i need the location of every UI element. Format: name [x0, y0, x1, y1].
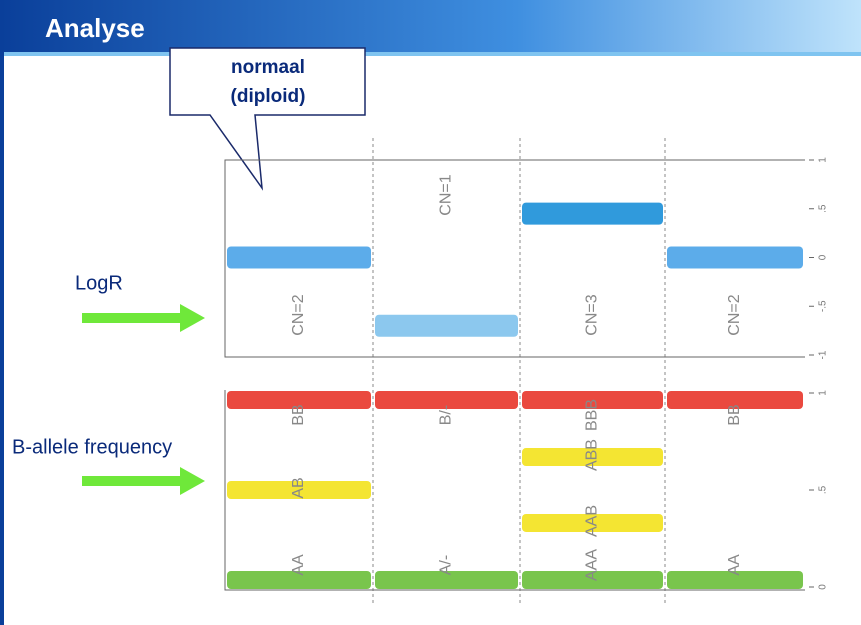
data-band [522, 391, 663, 409]
arrow [82, 467, 205, 495]
header-bar [0, 0, 861, 52]
genotype-label: AA [726, 554, 743, 576]
data-band [522, 571, 663, 589]
callout-text: (diploid) [231, 86, 306, 107]
column-label: CN=3 [584, 294, 601, 335]
genotype-label: AB [290, 477, 307, 498]
row-label: B-allele frequency [12, 436, 172, 458]
y-tick-label: 1 [818, 157, 829, 163]
data-band [375, 314, 518, 337]
data-band [522, 202, 663, 225]
genotype-label: ABB [584, 439, 601, 471]
arrow [82, 304, 205, 332]
genotype-label: BBB [584, 399, 601, 431]
row-label: LogR [75, 272, 123, 294]
y-tick-label: .5 [818, 204, 829, 213]
data-band [522, 448, 663, 467]
genotype-label: AA [290, 554, 307, 576]
y-tick-label: .5 [818, 485, 829, 494]
plot-frame [224, 390, 805, 591]
data-band [522, 513, 663, 532]
data-band [667, 391, 803, 409]
column-label: CN=1 [438, 174, 455, 215]
data-band [227, 571, 371, 589]
y-tick-label: 0 [818, 584, 829, 590]
genotype-label: BB [726, 404, 743, 425]
left-stripe [0, 0, 4, 625]
column-label: CN=2 [726, 294, 743, 335]
data-band [375, 571, 518, 589]
genotype-label: AAB [584, 505, 601, 537]
slide-title: Analyse [45, 13, 145, 43]
genotype-label: AAA [584, 549, 601, 581]
data-band [667, 571, 803, 589]
genotype-label: A/- [438, 555, 455, 575]
data-band [667, 246, 803, 269]
data-band [227, 246, 371, 269]
callout-text: normaal [231, 57, 305, 78]
data-band [227, 481, 371, 499]
callout [169, 47, 366, 191]
data-band [375, 391, 518, 409]
column-label: CN=2 [290, 294, 307, 335]
y-tick-label: -1 [818, 350, 829, 359]
y-tick-label: 0 [818, 254, 829, 260]
y-tick-label: -.5 [818, 300, 829, 312]
genotype-label: BB [290, 404, 307, 425]
genotype-label: B/- [438, 405, 455, 425]
data-band [227, 391, 371, 409]
header-line [0, 52, 861, 56]
y-tick-label: 1 [818, 390, 829, 396]
plot-frame [224, 159, 805, 358]
